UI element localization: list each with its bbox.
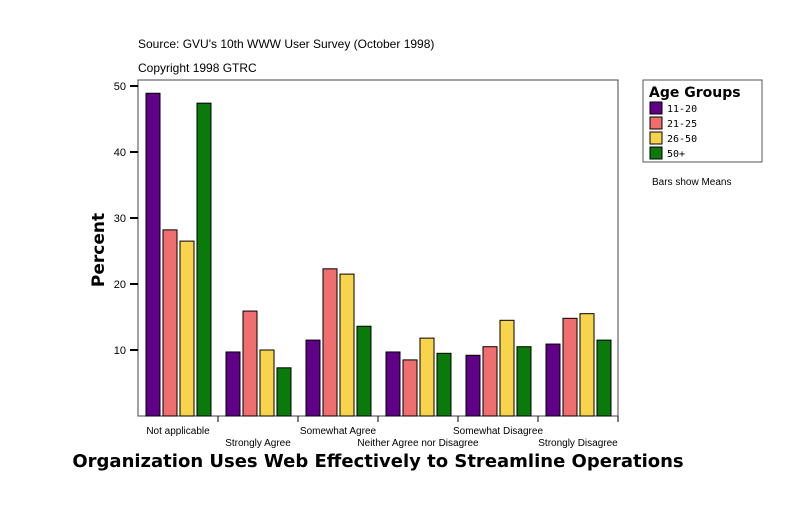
- x-tick-label: Strongly Agree: [225, 438, 291, 449]
- y-tick-label: 30: [114, 213, 126, 225]
- bar-11-20-1: [225, 351, 241, 417]
- x-axis-label: Organization Uses Web Effectively to Str…: [72, 451, 683, 472]
- x-tick-labels: Not applicable Strongly Agree Somewhat Agr…: [146, 416, 619, 449]
- x-tick-label: Somewhat Agree: [300, 426, 377, 437]
- bar-26-50-5: [579, 313, 595, 417]
- bar-21-25-5: [562, 317, 578, 417]
- bar-50+-2: [356, 325, 372, 417]
- y-axis-label: Percent: [89, 213, 109, 287]
- y-tick-label: 20: [114, 279, 126, 291]
- bar-11-20-2: [305, 339, 321, 417]
- bar-50+-0: [196, 102, 212, 417]
- legend-swatch: [649, 146, 663, 160]
- copyright-text: Copyright 1998 GTRC: [138, 61, 257, 75]
- bar-26-50-4: [499, 319, 515, 417]
- bar-50+-5: [596, 339, 612, 417]
- y-tick-label: 10: [114, 345, 126, 357]
- bar-21-25-3: [402, 359, 418, 417]
- legend-swatch: [649, 131, 663, 145]
- legend-label: 50+: [667, 149, 685, 160]
- bar-21-25-4: [482, 346, 498, 417]
- x-tick-label: Strongly Disagree: [538, 438, 618, 449]
- legend-label: 26-50: [667, 134, 697, 145]
- source-text: Source: GVU's 10th WWW User Survey (Octo…: [138, 37, 434, 51]
- bar-21-25-2: [322, 268, 338, 417]
- bar-21-25-1: [242, 310, 258, 417]
- y-axis: 10 20 30 40 50: [114, 81, 138, 357]
- x-tick-label: Not applicable: [146, 426, 210, 437]
- bar-11-20-3: [385, 351, 401, 417]
- bar-50+-3: [436, 352, 452, 417]
- bar-11-20-5: [545, 343, 561, 417]
- bar-50+-4: [516, 346, 532, 417]
- bar-21-25-0: [162, 229, 178, 417]
- x-tick-label: Somewhat Disagree: [453, 426, 543, 437]
- legend-label: 11-20: [667, 104, 697, 115]
- note-text: Bars show Means: [652, 177, 731, 188]
- legend-label: 21-25: [667, 119, 697, 130]
- legend-swatch: [649, 101, 663, 115]
- bar-26-50-1: [259, 349, 275, 417]
- bars: [145, 92, 612, 417]
- legend-swatch: [649, 116, 663, 130]
- x-tick-label: Neither Agree nor Disagree: [357, 438, 479, 449]
- y-tick-label: 40: [114, 147, 126, 159]
- bar-26-50-0: [179, 240, 195, 417]
- legend-title: Age Groups: [649, 85, 741, 101]
- y-tick-label: 50: [114, 81, 126, 93]
- bar-11-20-4: [465, 354, 481, 417]
- legend: Age Groups 11-20 21-25 26-50 50+: [642, 79, 763, 163]
- bar-26-50-3: [419, 337, 435, 417]
- bar-26-50-2: [339, 273, 355, 417]
- bar-50+-1: [276, 367, 292, 417]
- bar-11-20-0: [145, 92, 161, 417]
